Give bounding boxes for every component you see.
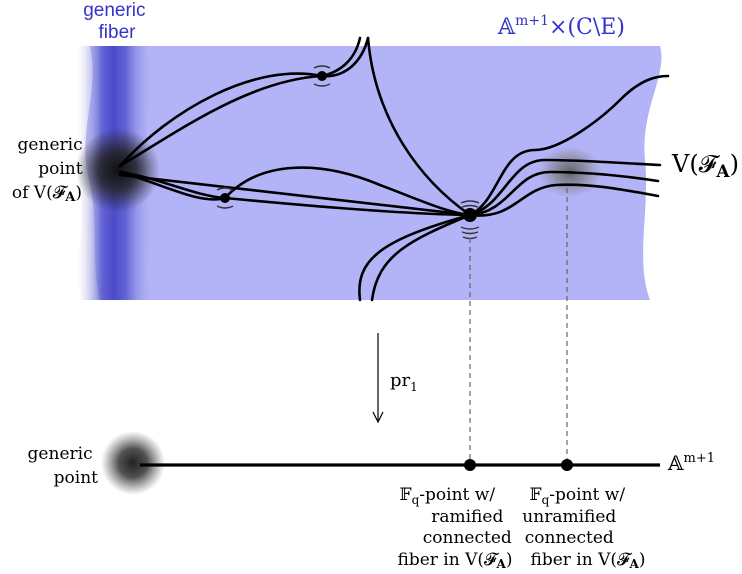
node-mid [216, 187, 234, 209]
projection-arrow [372, 333, 384, 424]
base-point-unramified [561, 459, 573, 471]
node-ramified [460, 200, 480, 240]
curve-mid-out-lower [223, 196, 472, 217]
generic-point-of-V-label: generic point of V(𝓕A) [12, 135, 88, 205]
curve-right-1 [468, 74, 670, 217]
curve-mid-a [118, 170, 227, 200]
projection-label: pr1 [390, 370, 418, 394]
curve-right-2 [468, 158, 662, 217]
V-label: V(𝓕A) [671, 150, 739, 182]
node-upper [313, 65, 331, 87]
base-point-ramified [464, 459, 476, 471]
total-space-label: 𝔸m+1×(C\E) [497, 13, 625, 40]
unramified-point-caption: 𝔽q-point w/ unramified connected fiber i… [522, 485, 645, 571]
curve-right-4 [468, 183, 660, 217]
total-space-region [85, 46, 662, 300]
curve-vertical-down-b [370, 213, 472, 302]
curve-mid-out-upper [223, 166, 472, 217]
curve-upper-a [118, 74, 324, 168]
curve-vertical-down [358, 213, 472, 302]
curve-upper-b [118, 72, 324, 168]
ramified-point-caption: 𝔽q-point w/ ramified connected fiber in … [397, 485, 517, 571]
curve-upper-exit-b [320, 36, 370, 78]
variety-curves [118, 36, 670, 302]
generic-point-base-label: generic point [28, 444, 99, 488]
generic-point-base-blob [101, 431, 165, 495]
curve-vertical-left [366, 36, 472, 217]
curve-left-lower [118, 173, 472, 217]
base-space-label: 𝔸m+1 [667, 451, 715, 475]
curve-right-3 [468, 170, 660, 217]
generic-point-of-V-blob [76, 128, 160, 212]
generic-fiber-label: generic fiber [83, 0, 151, 43]
